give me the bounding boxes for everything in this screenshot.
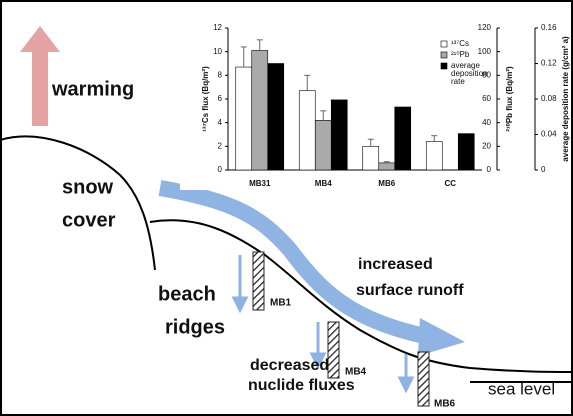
axis-label: ²¹⁰Pb flux (Bq/m²) [505,66,514,132]
bar [426,142,442,170]
site-label: MB4 [345,367,367,378]
legend-swatch [441,52,447,58]
sea-level-label: sea level [488,379,555,398]
y-tick-label: 60 [482,94,491,103]
y-tick-label: 12 [213,23,222,32]
warming-label: warming [51,78,134,100]
bar [458,134,474,170]
beach-label: ridges [165,316,225,338]
x-tick-label: CC [444,179,456,188]
bar [236,67,252,170]
bar [331,100,347,170]
legend-swatch [441,41,447,47]
bar [315,120,331,170]
axis-label: ¹³⁷Cs flux (Bq/m²) [201,66,210,132]
y-tick-label: 100 [478,47,492,56]
y-tick-label: 8 [218,70,223,79]
site-label: MB1 [270,298,292,309]
x-tick-label: MB6 [378,179,395,188]
y-tick-label: 120 [478,23,492,32]
x-tick-label: MB31 [249,179,271,188]
beach-label: beach [158,283,216,305]
y-tick-label: 0.16 [541,23,557,32]
y-tick-label: 6 [218,94,223,103]
core [418,352,429,406]
core [328,322,339,378]
figure: warming snow cover beach ridges increase… [0,0,573,416]
bar [395,107,411,170]
y-tick-label: 0.04 [541,130,557,139]
y-tick-label: 2 [218,141,223,150]
axis-label: average deposition rate (g/cm² a) [561,36,570,162]
x-tick-label: MB4 [315,179,332,188]
legend-swatch [441,63,447,69]
bar [252,50,268,170]
y-tick-label: 40 [482,118,491,127]
y-tick-label: 0 [541,165,546,174]
snow-label: snow [62,176,114,198]
runoff-label: surface runoff [356,282,464,299]
bar [379,163,395,170]
y-tick-label: 0.12 [541,59,557,68]
bar [268,64,284,171]
y-tick-label: 0 [218,165,223,174]
y-tick-label: 0 [487,165,492,174]
runoff-label: increased [358,256,433,273]
core [253,252,264,310]
legend-label: ¹³⁷Cs [451,39,469,48]
flux-label: nuclide fluxes [248,377,355,394]
flux-label: decreased [250,357,329,374]
y-tick-label: 4 [218,118,223,127]
bar [363,146,379,170]
site-label: MB6 [434,399,456,410]
legend-label: ²¹⁰Pb [451,50,470,59]
bar [299,91,315,170]
y-tick-label: 0.08 [541,94,557,103]
y-tick-label: 20 [482,141,491,150]
y-tick-label: 10 [213,47,222,56]
snow-label: cover [62,209,116,231]
